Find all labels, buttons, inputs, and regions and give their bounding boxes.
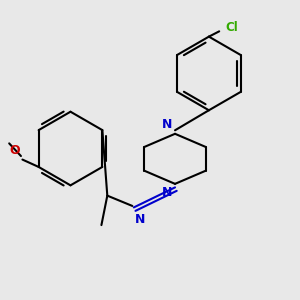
Text: N: N — [162, 118, 173, 131]
Text: Cl: Cl — [225, 21, 238, 34]
Text: N: N — [135, 213, 146, 226]
Text: O: O — [10, 144, 20, 157]
Text: N: N — [162, 186, 173, 199]
